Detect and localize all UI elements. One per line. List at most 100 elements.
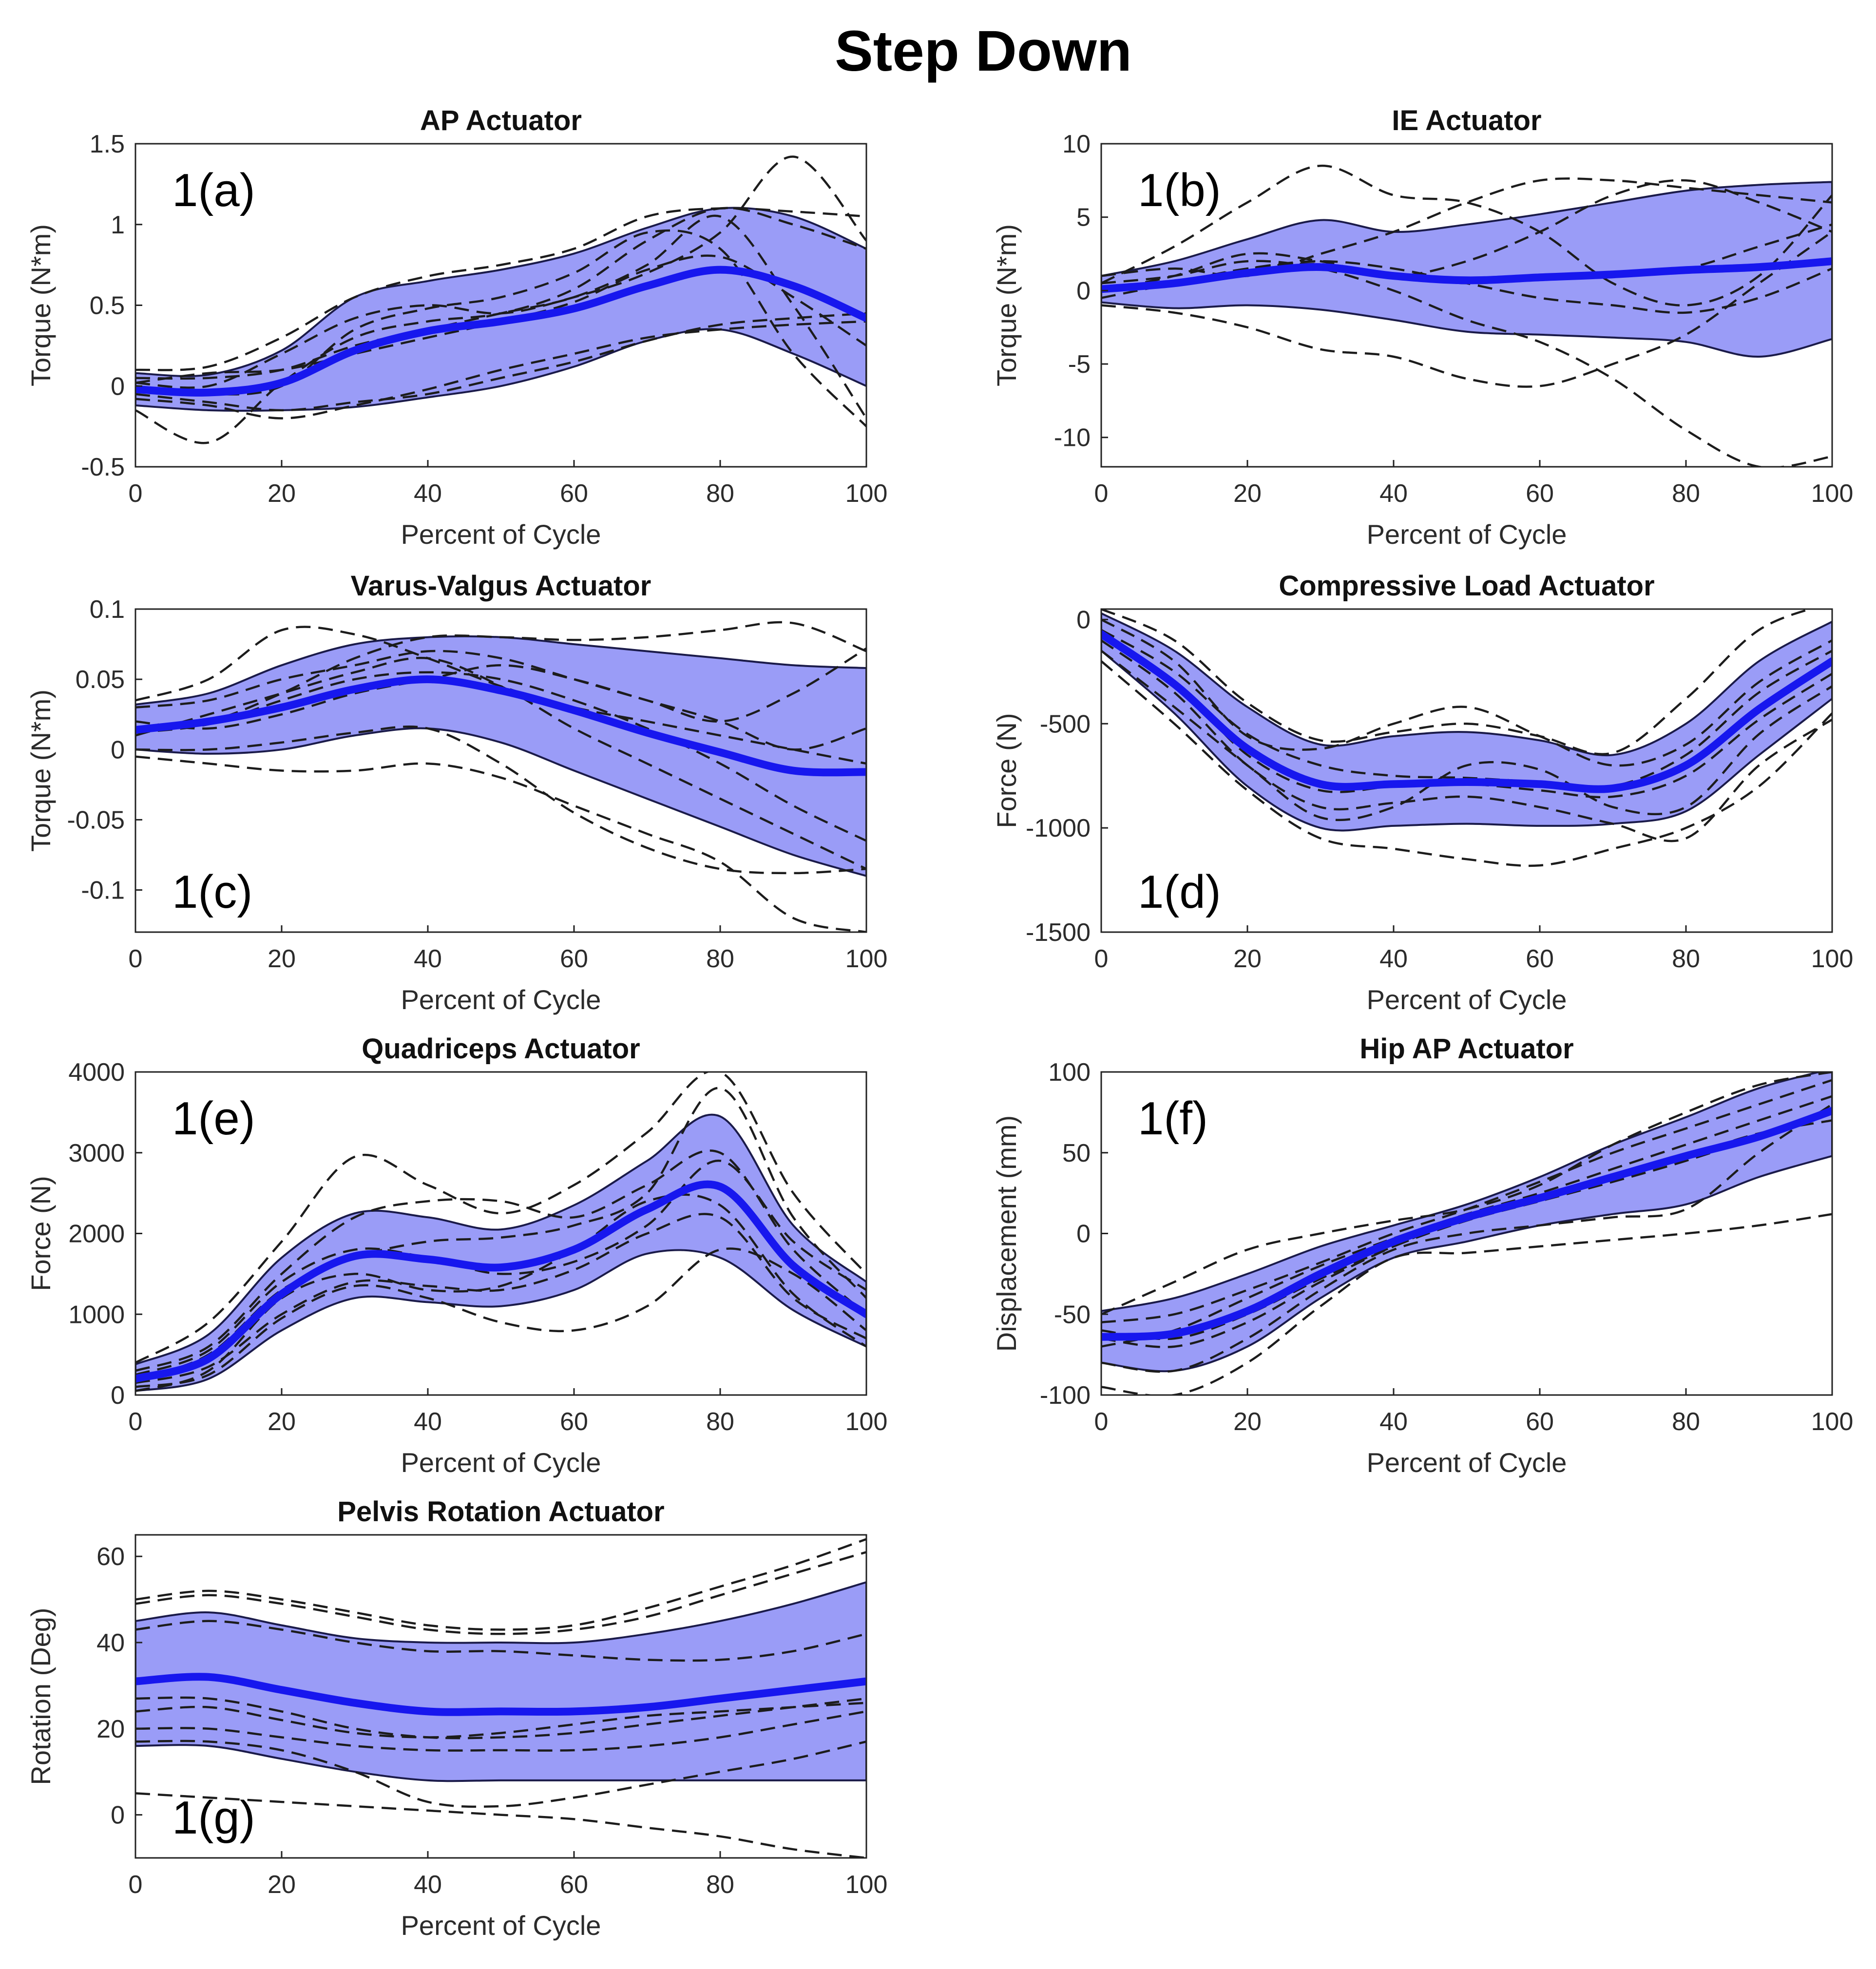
x-tick-label: 60	[560, 1871, 588, 1899]
x-tick-label: 40	[414, 1408, 442, 1436]
y-tick-label: -500	[1040, 710, 1091, 738]
x-axis-label: Percent of Cycle	[401, 1447, 601, 1478]
trial-line-7	[1101, 650, 1832, 822]
axes-frame	[1100, 143, 1833, 468]
x-tick-label: 40	[1379, 945, 1408, 973]
std-band	[135, 635, 866, 877]
trial-line-6	[135, 1710, 866, 1752]
y-tick-label: 2000	[68, 1220, 125, 1248]
trial-line-4	[135, 1213, 866, 1384]
x-tick-label: 60	[1526, 479, 1554, 508]
y-tick-label: 0	[111, 372, 125, 401]
trial-line-1	[135, 1538, 866, 1631]
panel-f: 0 20 40 60 80 100 -100 -50 0 50 100 Hip AP Actuator…	[991, 1033, 1853, 1478]
x-tick-label: 40	[414, 1871, 442, 1899]
y-tick-label: 3000	[68, 1139, 125, 1167]
trial-line-3	[1101, 260, 1832, 467]
y-tick-label: 40	[96, 1629, 125, 1657]
trial-line-6	[135, 320, 866, 420]
panel-a: 0 20 40 60 80 100-0.500.511.5AP ActuatorPerce…	[25, 105, 887, 550]
x-tick-label: 20	[268, 945, 296, 973]
y-axis-label: Force (N)	[991, 713, 1022, 828]
y-axis-label: Displacement (mm)	[991, 1115, 1022, 1352]
trial-line-5	[1101, 1103, 1832, 1373]
mean-line	[135, 266, 866, 397]
trial-line-8	[135, 1701, 866, 1739]
trial-line-4	[135, 312, 866, 412]
x-tick-label: 80	[706, 1871, 734, 1899]
x-tick-label: 0	[129, 945, 143, 973]
y-tick-label: 0	[111, 1381, 125, 1410]
x-tick-label: 100	[845, 1871, 888, 1899]
y-tick-label: 1000	[68, 1300, 125, 1329]
x-tick-label: 40	[1379, 1408, 1408, 1436]
panel-title: IE Actuator	[1392, 105, 1541, 136]
plot-area-g	[135, 1538, 866, 1858]
trial-line-5	[1101, 618, 1832, 767]
trial-line-3	[135, 755, 866, 932]
trial-line-5	[135, 656, 866, 870]
y-tick-label: -0.05	[67, 806, 125, 834]
mean-line	[135, 1180, 866, 1383]
trial-line-7	[135, 1740, 866, 1808]
panel-label: 1(g)	[172, 1792, 255, 1844]
panel-label: 1(c)	[172, 866, 252, 918]
x-tick-label: 100	[845, 945, 888, 973]
axes-frame	[1100, 608, 1833, 933]
y-tick-label: 0	[1076, 606, 1091, 634]
y-tick-label: -100	[1040, 1381, 1091, 1410]
x-tick-label: 40	[414, 479, 442, 508]
x-tick-label: 0	[1094, 1408, 1109, 1436]
x-axis-label: Percent of Cycle	[401, 984, 601, 1015]
mean-line	[1101, 1107, 1832, 1341]
panel-title: AP Actuator	[420, 105, 582, 136]
panel-label: 1(e)	[172, 1092, 255, 1145]
x-tick-label: 0	[1094, 945, 1109, 973]
y-tick-label: -5	[1068, 350, 1091, 379]
x-axis-label: Percent of Cycle	[1367, 984, 1567, 1015]
plot-area-b	[1101, 164, 1832, 467]
trial-line-7	[135, 647, 866, 723]
trial-line-1	[1101, 164, 1832, 306]
trial-line-3	[135, 1087, 866, 1380]
y-tick-label: 0.05	[76, 666, 125, 694]
trial-line-6	[1101, 1079, 1832, 1324]
x-tick-label: 0	[129, 1871, 143, 1899]
y-tick-label: 0	[1076, 277, 1091, 305]
x-tick-label: 100	[1811, 1408, 1854, 1436]
x-axis-label: Percent of Cycle	[1367, 519, 1567, 550]
trial-line-5	[135, 1149, 866, 1372]
std-band	[1101, 181, 1832, 358]
x-tick-label: 20	[268, 479, 296, 508]
trial-line-6	[1101, 635, 1832, 799]
trial-line-1	[1101, 609, 1815, 756]
panel-label: 1(d)	[1138, 866, 1221, 918]
y-axis-label: Torque (N*m)	[25, 224, 56, 386]
x-tick-label: 100	[845, 479, 888, 508]
y-tick-label: 4000	[68, 1058, 125, 1087]
y-tick-label: 1	[111, 211, 125, 239]
x-tick-label: 60	[560, 945, 588, 973]
y-tick-label: 100	[1048, 1058, 1091, 1087]
trial-line-2	[135, 621, 866, 730]
x-axis-label: Percent of Cycle	[401, 1910, 601, 1941]
mean-line	[135, 1673, 866, 1716]
trial-line-4	[135, 664, 866, 751]
trial-line-3	[1101, 629, 1832, 789]
x-tick-label: 20	[268, 1408, 296, 1436]
y-axis-label: Torque (N*m)	[25, 689, 56, 852]
y-tick-label: -0.1	[81, 877, 125, 905]
panel-b: 0 20 40 60 80 100 -10 -5 0 5 10 IE Actuator Percent …	[991, 105, 1853, 550]
std-band	[135, 207, 866, 412]
x-tick-label: 100	[845, 1408, 888, 1436]
x-tick-label: 20	[268, 1871, 296, 1899]
trial-line-3	[135, 1620, 866, 1662]
y-tick-label: 0	[111, 736, 125, 764]
trial-line-5	[135, 1696, 866, 1740]
y-tick-label: 60	[96, 1543, 125, 1571]
panel-title: Compressive Load Actuator	[1279, 570, 1654, 602]
x-tick-label: 80	[1672, 1408, 1700, 1436]
mean-line	[135, 675, 866, 777]
trial-line-2	[135, 1551, 866, 1635]
y-tick-label: 0.5	[90, 292, 125, 320]
